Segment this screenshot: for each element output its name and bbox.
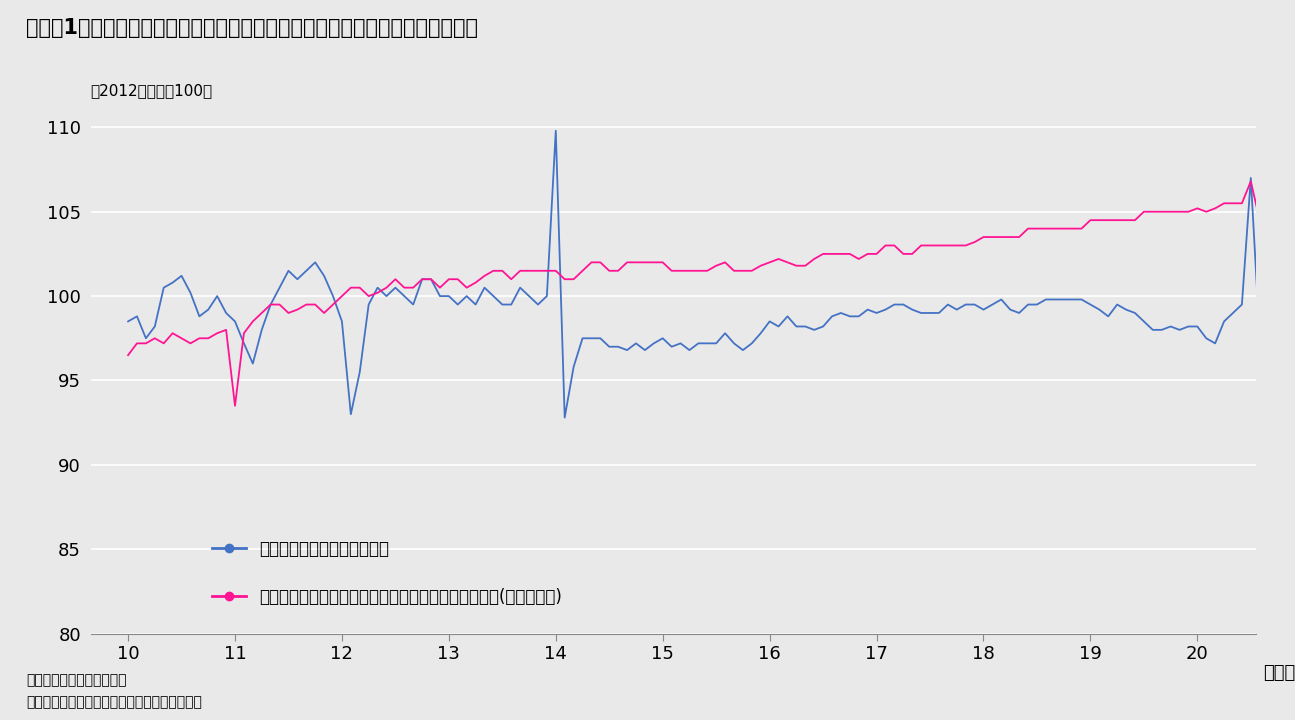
Legend: 実質モノ消費＝実質小売売上, 実質サービス消費＝実質広義対個人サービス活動指数(除く小売業): 実質モノ消費＝実質小売売上, 実質サービス消費＝実質広義対個人サービス活動指数(…	[203, 532, 570, 614]
Text: （出所）経済産業省資料よりインベスコが推計: （出所）経済産業省資料よりインベスコが推計	[26, 696, 202, 709]
Text: （図表1）日本：小売売上と広義対個人サービス活動指数（除く小売業）の推移: （図表1）日本：小売売上と広義対個人サービス活動指数（除く小売業）の推移	[26, 18, 478, 38]
Text: （年）: （年）	[1263, 664, 1295, 682]
Text: （注）季節調整済み計数。: （注）季節調整済み計数。	[26, 674, 127, 688]
Text: （2012年平均＝100）: （2012年平均＝100）	[91, 83, 212, 98]
